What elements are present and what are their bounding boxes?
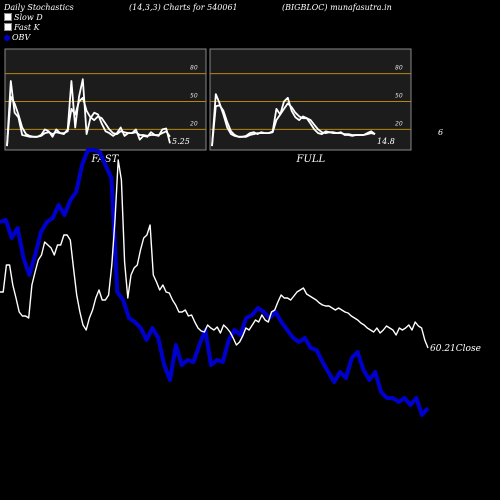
legend-label-slow-d: Slow D (14, 13, 43, 22)
chart-source-label: (BIGBLOC) munafasutra.in (282, 3, 392, 12)
chart-type-label: Daily Stochastics (4, 3, 74, 12)
price-obv-area: 6 60.21Close (0, 128, 481, 417)
full-panel-frame (209, 48, 412, 151)
close-price-line (0, 159, 429, 349)
chart-params-label: (14,3,3) Charts for 540061 (129, 3, 238, 12)
fast-tick-80: 80 (190, 65, 198, 72)
full-line-slow-d (211, 102, 376, 147)
fast-panel-frame (4, 48, 207, 151)
close-value-label: 60.21Close (430, 344, 481, 354)
legend-label-fast-k: Fast K (14, 23, 40, 32)
fast-tick-50: 50 (190, 93, 198, 100)
fast-tick-20: 20 (190, 120, 198, 127)
full-tick-50: 50 (395, 93, 403, 100)
full-panel: 80 50 20 14.8 FULL (209, 48, 412, 165)
fast-last-value: 5.25 (172, 137, 190, 146)
legend-fast-k: Fast K (4, 23, 40, 32)
legend-swatch-fast-k (4, 23, 12, 31)
legend-slow-d: Slow D (4, 13, 43, 22)
legend-label-obv: OBV (12, 33, 31, 42)
obv-line (0, 148, 430, 417)
full-tick-80: 80 (395, 65, 403, 72)
full-last-value: 14.8 (377, 137, 395, 146)
fast-line-slow-d (6, 95, 171, 147)
full-tick-20: 20 (395, 120, 403, 127)
legend-swatch-slow-d (4, 13, 12, 21)
full-panel-title: FULL (296, 154, 326, 165)
legend-swatch-obv (4, 35, 10, 41)
legend-obv: OBV (4, 33, 30, 42)
right-axis-value: 6 (438, 128, 443, 137)
